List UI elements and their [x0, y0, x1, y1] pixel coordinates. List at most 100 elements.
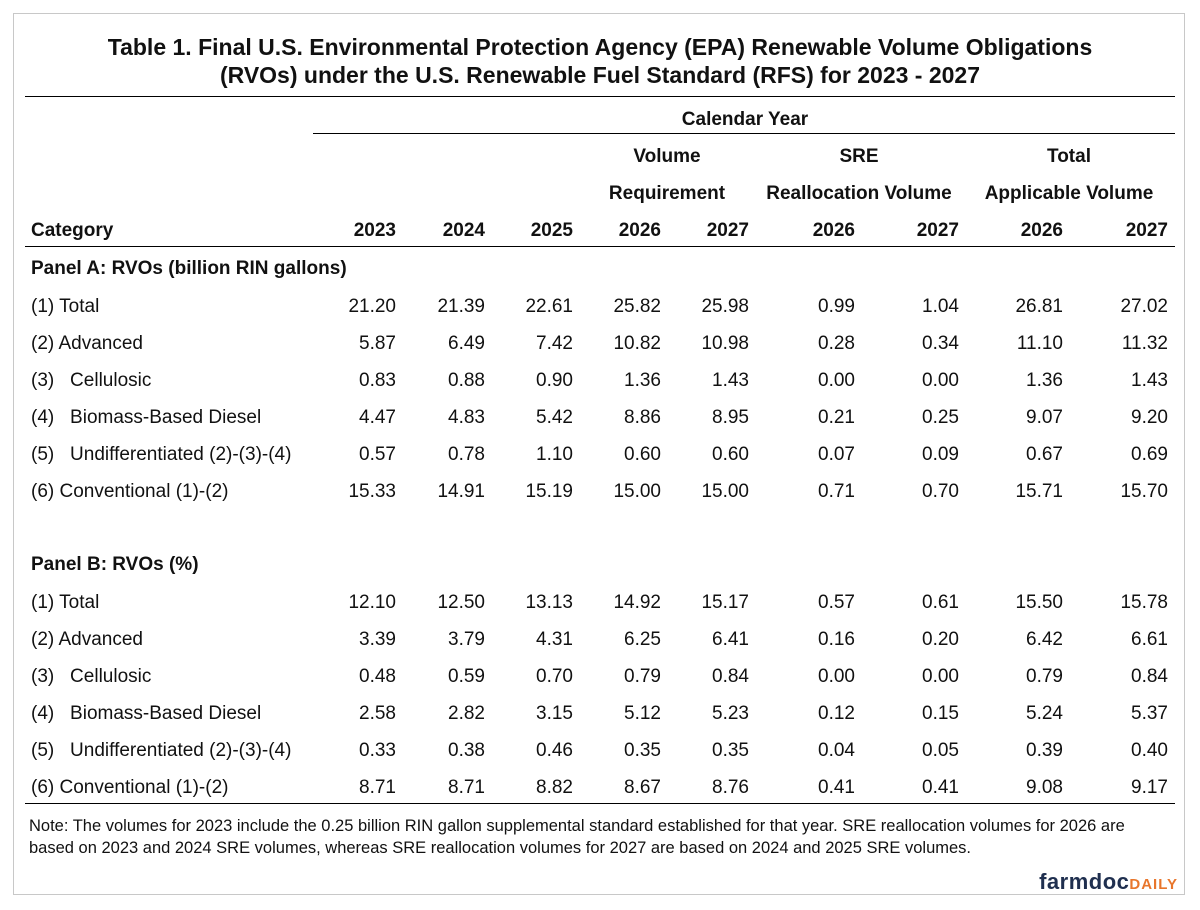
row-label: (2) Advanced	[31, 629, 143, 650]
cell: 0.70	[922, 481, 959, 502]
cell: 15.50	[1015, 592, 1063, 613]
cell: 1.43	[1131, 370, 1168, 391]
rule	[25, 803, 1175, 804]
column-header: 2027	[916, 220, 959, 241]
column-header: 2026	[812, 220, 855, 241]
cell: 21.39	[437, 296, 485, 317]
subgroup-header: Requirement	[608, 183, 726, 204]
cell: 0.48	[359, 666, 396, 687]
cell: 15.71	[1015, 481, 1063, 502]
cell: 0.00	[818, 666, 855, 687]
column-header: 2026	[1020, 220, 1063, 241]
cell: 1.36	[1026, 370, 1063, 391]
cell: 0.38	[448, 740, 485, 761]
row-label: (6) Conventional (1)-(2)	[31, 777, 229, 798]
cell: 25.82	[613, 296, 661, 317]
cell: 11.32	[1121, 333, 1168, 354]
cell: 0.46	[536, 740, 573, 761]
cell: 9.17	[1131, 777, 1168, 798]
cell: 0.59	[448, 666, 485, 687]
subgroup-header: SRE	[839, 146, 879, 167]
cell: 0.57	[818, 592, 855, 613]
cell: 4.31	[536, 629, 573, 650]
cell: 3.79	[448, 629, 485, 650]
cell: 0.12	[818, 703, 855, 724]
subgroup-header: Volume	[633, 146, 701, 167]
row-label: (3) Cellulosic	[31, 666, 152, 687]
cell: 11.10	[1016, 333, 1063, 354]
cell: 0.67	[1026, 444, 1063, 465]
cell: 0.71	[818, 481, 855, 502]
cell: 0.61	[922, 592, 959, 613]
cell: 0.90	[536, 370, 573, 391]
cell: 0.35	[624, 740, 661, 761]
cell: 12.10	[348, 592, 396, 613]
cell: 0.40	[1131, 740, 1168, 761]
cell: 0.21	[818, 407, 855, 428]
cell: 10.82	[613, 333, 661, 354]
cell: 27.02	[1120, 296, 1168, 317]
cell: 6.42	[1026, 629, 1063, 650]
column-header: 2024	[442, 220, 485, 241]
row-label: (2) Advanced	[31, 333, 143, 354]
cell: 7.42	[536, 333, 573, 354]
row-label: (1) Total	[31, 296, 100, 317]
cell: 0.41	[818, 777, 855, 798]
cell: 0.09	[922, 444, 959, 465]
cell: 0.88	[448, 370, 485, 391]
logo: farmdocDAILY	[1039, 869, 1178, 895]
cell: 0.41	[922, 777, 959, 798]
cell: 0.60	[624, 444, 661, 465]
cell: 5.37	[1131, 703, 1168, 724]
rule	[25, 96, 1175, 97]
cell: 0.78	[448, 444, 485, 465]
cell: 0.07	[818, 444, 855, 465]
cell: 15.19	[525, 481, 573, 502]
column-header: 2025	[530, 220, 573, 241]
cell: 5.23	[712, 703, 749, 724]
logo-main: farmdoc	[1039, 869, 1130, 894]
cell: 22.61	[525, 296, 573, 317]
cell: 25.98	[701, 296, 749, 317]
cell: 0.00	[818, 370, 855, 391]
cell: 4.47	[359, 407, 396, 428]
frame	[13, 13, 1185, 895]
cell: 1.43	[712, 370, 749, 391]
note: Note: The volumes for 2023 include the 0…	[29, 817, 1125, 857]
cell: 6.25	[624, 629, 661, 650]
cell: 0.99	[818, 296, 855, 317]
cell: 9.07	[1026, 407, 1063, 428]
column-header: 2027	[706, 220, 749, 241]
cell: 0.05	[922, 740, 959, 761]
logo-accent: DAILY	[1129, 876, 1178, 893]
cell: 6.61	[1131, 629, 1168, 650]
cell: 0.28	[818, 333, 855, 354]
cell: 15.70	[1120, 481, 1168, 502]
cell: 0.04	[818, 740, 855, 761]
cell: 5.42	[536, 407, 573, 428]
cell: 6.41	[712, 629, 749, 650]
cell: 0.16	[818, 629, 855, 650]
cell: 0.15	[922, 703, 959, 724]
cell: 6.49	[448, 333, 485, 354]
cell: 26.81	[1015, 296, 1063, 317]
cell: 12.50	[437, 592, 485, 613]
cell: 5.87	[359, 333, 396, 354]
cell: 8.76	[712, 777, 749, 798]
row-label: (1) Total	[31, 592, 100, 613]
cell: 0.60	[712, 444, 749, 465]
panel-title: Panel B: RVOs (%)	[31, 554, 199, 575]
cell: 0.79	[624, 666, 661, 687]
cell: 15.33	[348, 481, 396, 502]
row-label: (5) Undifferentiated (2)-(3)-(4)	[31, 740, 292, 761]
cell: 15.78	[1120, 592, 1168, 613]
cell: 0.70	[536, 666, 573, 687]
cell: 0.84	[712, 666, 749, 687]
cell: 14.92	[613, 592, 661, 613]
cell: 2.82	[448, 703, 485, 724]
subgroup-header: Applicable Volume	[984, 183, 1154, 204]
group-header: Calendar Year	[681, 109, 809, 130]
cell: 0.69	[1131, 444, 1168, 465]
cell: 8.82	[536, 777, 573, 798]
panel-title: Panel A: RVOs (billion RIN gallons)	[31, 258, 347, 279]
